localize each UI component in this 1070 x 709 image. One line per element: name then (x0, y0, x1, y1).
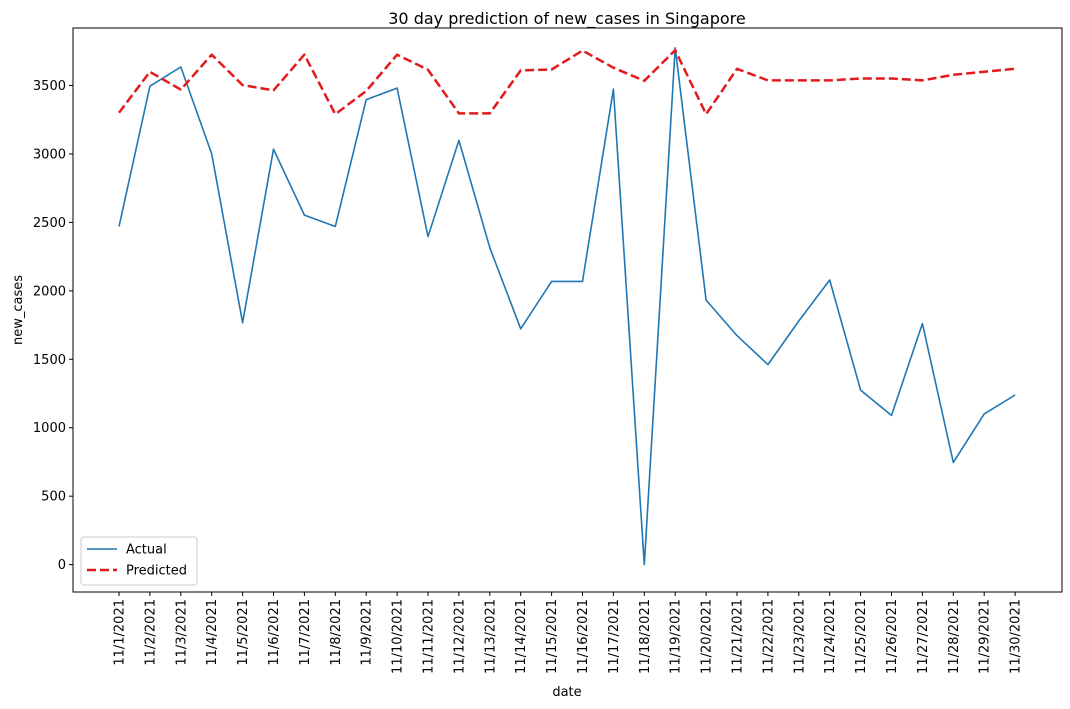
y-tick-label: 2500 (33, 216, 66, 231)
series-line-actual (118, 46, 1016, 566)
x-tick-label: 11/25/2021 (854, 599, 869, 674)
x-tick-label: 11/11/2021 (422, 599, 437, 674)
x-tick-label: 11/22/2021 (761, 599, 776, 674)
y-tick-label: 1500 (33, 353, 66, 368)
x-tick-label: 11/13/2021 (483, 599, 498, 674)
y-tick-label: 2000 (33, 284, 66, 299)
x-tick-label: 11/5/2021 (236, 599, 251, 666)
x-tick-label: 11/1/2021 (113, 599, 128, 666)
x-tick-label: 11/10/2021 (391, 599, 406, 674)
x-tick-label: 11/16/2021 (576, 599, 591, 674)
y-axis-label: new_cases (11, 275, 26, 345)
x-tick-label: 11/24/2021 (823, 599, 838, 674)
x-tick-label: 11/23/2021 (792, 599, 807, 674)
x-tick-label: 11/6/2021 (267, 599, 282, 666)
x-tick-label: 11/19/2021 (669, 599, 684, 674)
x-axis: 11/1/2021 11/2/2021 11/3/2021 11/4/2021 11/5… (113, 592, 1024, 674)
plot-frame (72, 27, 1063, 593)
series-layer (118, 46, 1016, 566)
legend: Actual Predicted (80, 536, 198, 586)
x-tick-label: 11/7/2021 (298, 599, 313, 666)
x-tick-label: 11/20/2021 (700, 599, 715, 674)
x-tick-label: 11/28/2021 (947, 599, 962, 674)
x-tick-label: 11/29/2021 (978, 599, 993, 674)
x-tick-label: 11/12/2021 (452, 599, 467, 674)
chart-title: 30 day prediction of new_cases in Singap… (388, 9, 746, 29)
x-tick-label: 11/2/2021 (143, 599, 158, 666)
y-tick-label: 3500 (33, 79, 66, 94)
x-tick-label: 11/8/2021 (329, 599, 344, 666)
y-tick-label: 3000 (33, 147, 66, 162)
x-tick-label: 11/15/2021 (545, 599, 560, 674)
x-tick-label: 11/14/2021 (514, 599, 529, 674)
plot-area (72, 27, 1063, 593)
y-axis: 0 500 1000 1500 2000 2500 3000 3500 (33, 79, 73, 573)
x-tick-label: 11/17/2021 (607, 599, 622, 674)
x-tick-label: 11/4/2021 (205, 599, 220, 666)
y-tick-label: 1000 (33, 421, 66, 436)
y-tick-label: 500 (41, 490, 66, 505)
series-line-predicted (118, 48, 1016, 116)
legend-label-actual: Actual (126, 543, 167, 558)
x-axis-label: date (552, 685, 581, 700)
x-tick-label: 11/26/2021 (885, 599, 900, 674)
x-tick-label: 11/9/2021 (360, 599, 375, 666)
legend-label-predicted: Predicted (126, 564, 187, 579)
y-tick-label: 0 (58, 558, 66, 573)
x-tick-label: 11/18/2021 (638, 599, 653, 674)
x-tick-label: 11/21/2021 (731, 599, 746, 674)
x-tick-label: 11/27/2021 (916, 599, 931, 674)
x-tick-label: 11/3/2021 (174, 599, 189, 666)
x-tick-label: 11/30/2021 (1009, 599, 1024, 674)
